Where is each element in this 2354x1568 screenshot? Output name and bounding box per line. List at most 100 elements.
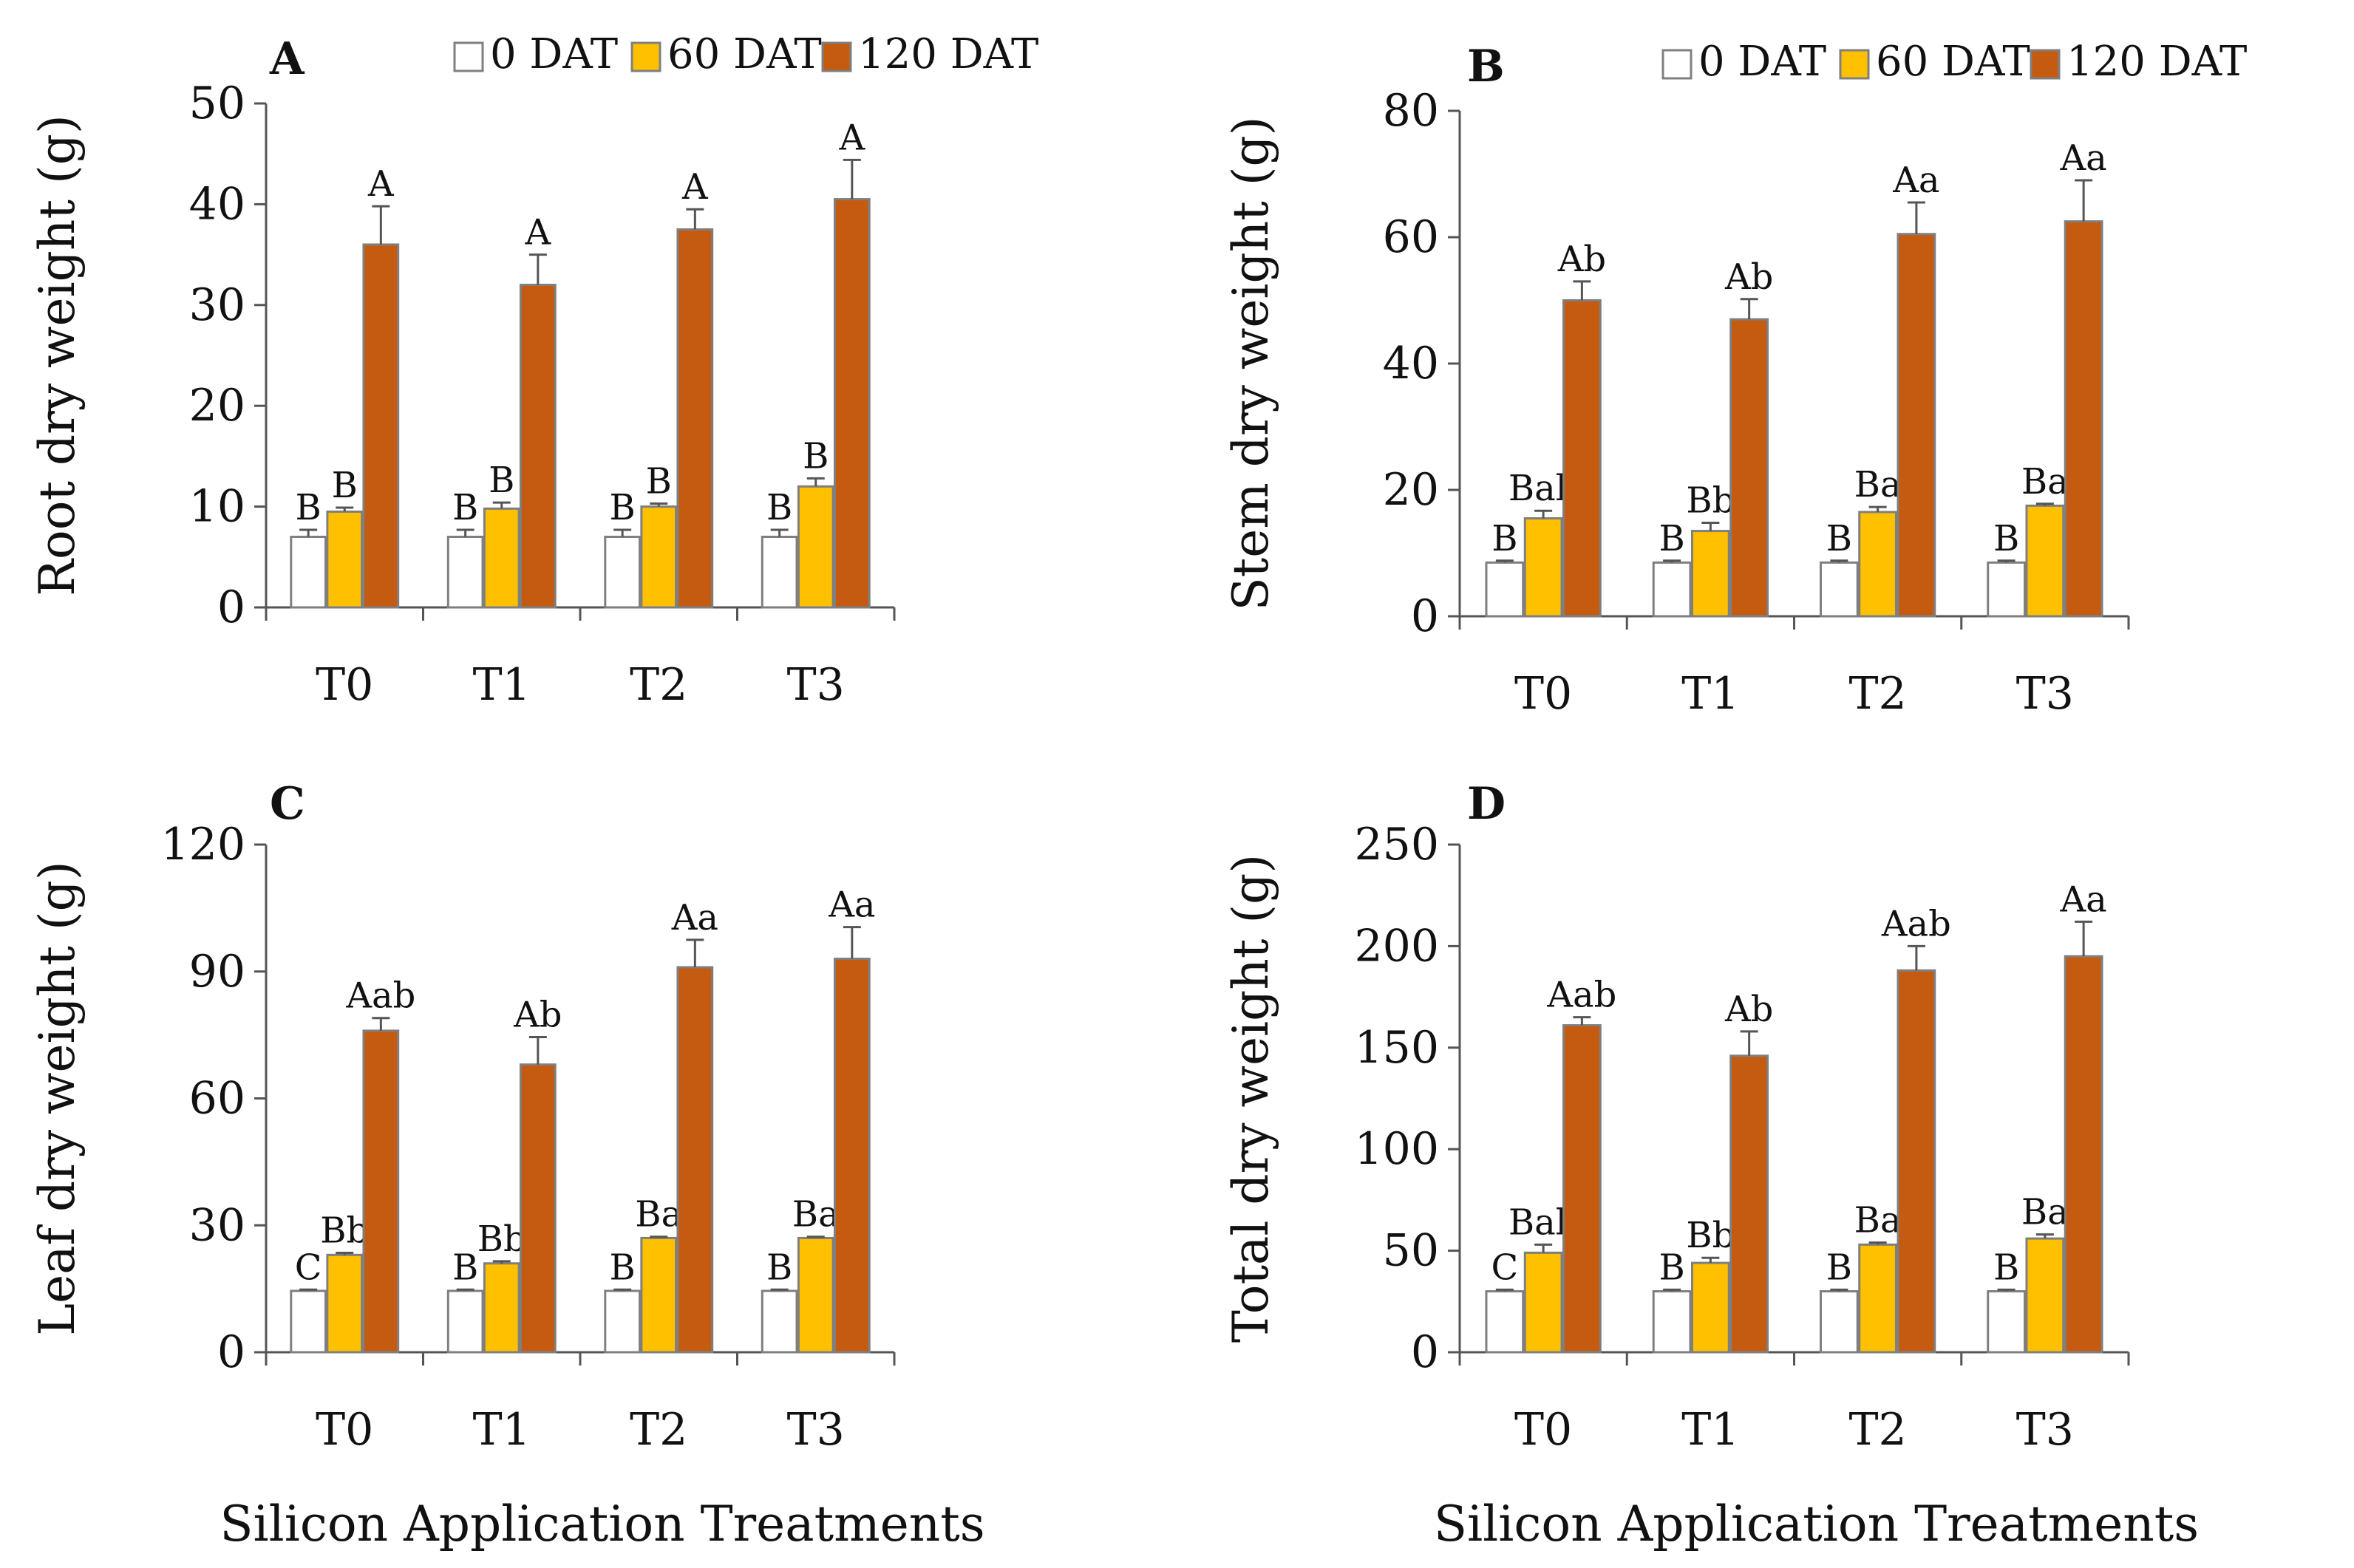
- bar-60-dat-t3: [2025, 1237, 2065, 1354]
- significance-letter: B: [610, 487, 636, 528]
- bar-0-dat-t0: [290, 1289, 327, 1354]
- y-tick-label: 0: [1411, 590, 1439, 642]
- bar-120-dat-t3: [833, 198, 871, 609]
- bar-60-dat-t1: [1690, 530, 1730, 618]
- significance-letter: B: [296, 487, 322, 528]
- y-tick-label: 40: [1383, 338, 1439, 389]
- y-axis-title: Root dry weight (g): [29, 115, 86, 596]
- y-tick-label: 0: [217, 1326, 245, 1378]
- significance-letter: Ab: [513, 994, 562, 1035]
- significance-letter: Bb: [1686, 1215, 1735, 1256]
- bar-120-dat-t2: [676, 966, 714, 1354]
- bar-0-dat-t2: [604, 536, 642, 609]
- significance-letter: Bb: [1686, 480, 1735, 521]
- y-tick-label: 30: [189, 1199, 245, 1251]
- significance-letter: B: [1491, 518, 1517, 559]
- significance-letter: B: [1993, 518, 2019, 559]
- y-tick-label: 100: [1354, 1123, 1439, 1175]
- significance-letter: Aa: [2059, 879, 2106, 920]
- significance-letter: B: [766, 487, 792, 528]
- significance-letter: Ba: [635, 1194, 682, 1235]
- category-label: T1: [473, 1404, 531, 1456]
- bar-60-dat-t0: [326, 1253, 364, 1354]
- bar-120-dat-t1: [519, 284, 557, 609]
- bar-120-dat-t3: [833, 958, 871, 1354]
- bar-60-dat-t3: [797, 1236, 834, 1354]
- bar-60-dat-t1: [483, 507, 520, 609]
- significance-letter: Ba: [1854, 464, 1902, 505]
- y-tick-label: 60: [189, 1073, 245, 1125]
- significance-letter: Bb: [320, 1210, 369, 1251]
- bar-0-dat-t0: [1485, 1290, 1525, 1354]
- y-tick-label: 40: [189, 178, 245, 230]
- legend-label: 60 DAT: [667, 30, 822, 78]
- bar-120-dat-t3: [2064, 955, 2103, 1354]
- significance-letter: Ba: [2021, 461, 2069, 502]
- significance-letter: B: [452, 1247, 478, 1288]
- significance-letter: B: [610, 1247, 636, 1288]
- legend-label: 120 DAT: [858, 30, 1038, 78]
- significance-letter: Aa: [671, 897, 718, 938]
- bar-120-dat-t1: [519, 1063, 557, 1354]
- legend-label: 0 DAT: [1698, 38, 1826, 86]
- bar-0-dat-t2: [1819, 1290, 1859, 1354]
- y-tick-label: 30: [189, 279, 245, 331]
- significance-letter: Aab: [1881, 903, 1951, 944]
- significance-letter: C: [1491, 1247, 1518, 1288]
- panel-D: 0 50 100 150 200 250 Total dry weight (g) D T0 C B…: [1222, 778, 2199, 1552]
- significance-letter: Ab: [1724, 989, 1773, 1030]
- significance-letter: B: [646, 461, 672, 502]
- significance-letter: B: [1659, 1247, 1684, 1288]
- panel-label: D: [1467, 778, 1506, 830]
- bar-120-dat-t2: [676, 228, 714, 609]
- y-tick-label: 50: [1383, 1225, 1439, 1277]
- bar-0-dat-t1: [446, 1289, 484, 1354]
- category-label: T0: [1514, 668, 1572, 720]
- bar-120-dat-t2: [1897, 233, 1936, 618]
- category-label: T0: [1514, 1404, 1572, 1456]
- bar-0-dat-t3: [1987, 1290, 2026, 1354]
- bar-60-dat-t0: [1523, 1251, 1563, 1354]
- category-label: T1: [1681, 668, 1739, 720]
- significance-letter: C: [295, 1247, 322, 1288]
- category-label: T3: [787, 1404, 845, 1456]
- legend-swatch: [630, 41, 661, 72]
- legend-swatch: [821, 41, 852, 72]
- y-axis-title: Leaf dry weight (g): [29, 861, 86, 1335]
- panel-label: B: [1467, 41, 1505, 92]
- bar-120-dat-t0: [362, 1029, 400, 1354]
- bar-60-dat-t3: [797, 485, 834, 609]
- bar-60-dat-t2: [640, 505, 678, 609]
- significance-letter: B: [489, 460, 514, 501]
- significance-letter: A: [367, 163, 395, 205]
- bar-0-dat-t1: [1652, 561, 1692, 618]
- bar-0-dat-t3: [1987, 561, 2026, 618]
- bar-0-dat-t0: [1485, 561, 1525, 618]
- significance-letter: Aa: [828, 884, 875, 926]
- y-tick-label: 20: [1383, 464, 1439, 516]
- bar-120-dat-t0: [1562, 1024, 1602, 1354]
- significance-letter: A: [681, 166, 709, 208]
- significance-letter: A: [525, 212, 552, 253]
- bar-0-dat-t0: [290, 536, 327, 609]
- significance-letter: Ba: [792, 1194, 840, 1235]
- significance-letter: B: [766, 1247, 792, 1288]
- y-tick-label: 90: [189, 946, 245, 998]
- category-label: T1: [1681, 1404, 1739, 1456]
- y-tick-label: 0: [1411, 1326, 1439, 1378]
- significance-letter: B: [1659, 518, 1684, 559]
- bar-60-dat-t1: [483, 1262, 520, 1354]
- legend-swatch: [2030, 49, 2061, 80]
- legend: 0 DAT 60 DAT 120 DAT: [1661, 38, 2247, 86]
- y-tick-label: 150: [1354, 1022, 1439, 1074]
- bar-0-dat-t2: [1819, 561, 1859, 618]
- x-axis-title: Silicon Application Treatments: [1434, 1496, 2199, 1552]
- significance-letter: A: [839, 117, 866, 158]
- significance-letter: Ba: [1854, 1200, 1902, 1241]
- significance-letter: Aab: [1546, 975, 1616, 1016]
- category-label: T0: [316, 1404, 373, 1456]
- y-tick-label: 10: [189, 481, 245, 533]
- bar-120-dat-t0: [362, 243, 400, 609]
- significance-letter: B: [452, 487, 478, 528]
- significance-letter: B: [1826, 518, 1852, 559]
